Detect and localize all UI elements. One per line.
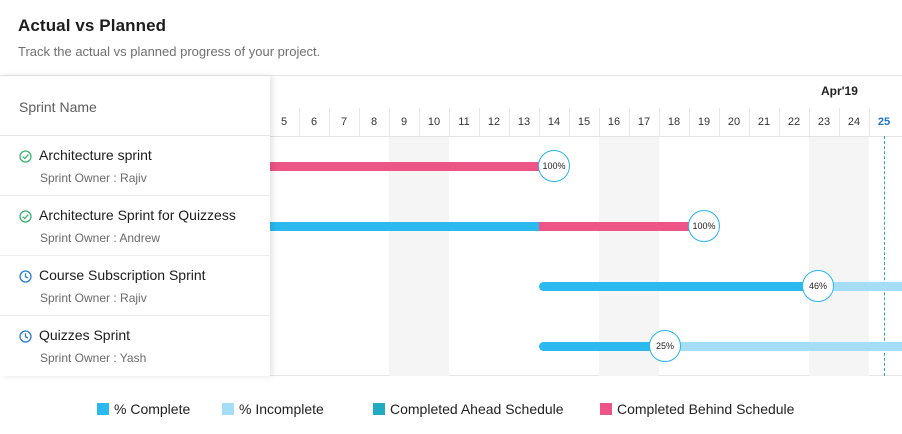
day-header-12[interactable]: 12 — [487, 116, 501, 128]
chart-legend: % Complete % Incomplete Completed Ahead Sc… — [0, 399, 902, 419]
day-header-8[interactable]: 8 — [370, 116, 378, 128]
progress-badge[interactable]: 25% — [649, 330, 681, 362]
sprint-name[interactable]: Architecture sprint — [39, 147, 152, 163]
sprint-row[interactable]: Course Subscription Sprint Sprint Owner :… — [0, 256, 270, 316]
sprint-owner: Sprint Owner : Yash — [40, 351, 147, 365]
day-separator — [689, 108, 690, 136]
legend-item: % Incomplete — [222, 399, 324, 419]
legend-swatch — [600, 403, 612, 415]
sprint-bar-segment[interactable] — [539, 282, 818, 291]
day-separator — [749, 108, 750, 136]
sprint-bar-segment[interactable] — [539, 222, 689, 231]
timeline-header-divider — [270, 136, 902, 137]
day-header-16[interactable]: 16 — [607, 116, 621, 128]
day-header-15[interactable]: 15 — [577, 116, 591, 128]
day-header-24[interactable]: 24 — [847, 116, 861, 128]
day-separator — [539, 108, 540, 136]
sprint-bar-segment[interactable] — [270, 222, 539, 231]
legend-label: % Complete — [114, 401, 191, 417]
day-separator — [779, 108, 780, 136]
gantt-board: Apr'19 5 6 7 8 9 10 11 12 13 14 15 16 17 18 19 20 21 22 23… — [0, 75, 902, 376]
sprint-name[interactable]: Architecture Sprint for Quizzess — [39, 207, 236, 223]
sprint-owner: Sprint Owner : Rajiv — [40, 171, 147, 185]
day-separator — [299, 108, 300, 136]
legend-label: Completed Behind Schedule — [617, 401, 795, 417]
day-header-25[interactable]: 25 — [877, 116, 891, 128]
day-header-18[interactable]: 18 — [667, 116, 681, 128]
sprint-bar-segment[interactable] — [270, 162, 539, 171]
day-separator — [509, 108, 510, 136]
day-separator — [599, 108, 600, 136]
day-header-10[interactable]: 10 — [427, 116, 441, 128]
legend-item: % Complete — [97, 399, 190, 419]
page-header: Actual vs Planned Track the actual vs pl… — [18, 16, 320, 59]
today-marker-line — [884, 136, 885, 376]
sprint-name[interactable]: Quizzes Sprint — [39, 327, 131, 343]
day-separator — [629, 108, 630, 136]
clock-icon — [19, 330, 32, 343]
day-header-6[interactable]: 6 — [310, 116, 318, 128]
day-header-5[interactable]: 5 — [280, 116, 288, 128]
day-header-13[interactable]: 13 — [517, 116, 531, 128]
day-header-17[interactable]: 17 — [637, 116, 651, 128]
month-label: Apr'19 — [821, 84, 858, 98]
day-header-14[interactable]: 14 — [547, 116, 561, 128]
sprint-row[interactable]: Architecture Sprint for Quizzess Sprint O… — [0, 196, 270, 256]
day-separator — [659, 108, 660, 136]
sprint-name[interactable]: Course Subscription Sprint — [39, 267, 206, 283]
day-header-22[interactable]: 22 — [787, 116, 801, 128]
weekend-shade — [809, 136, 869, 376]
progress-badge[interactable]: 100% — [688, 210, 720, 242]
day-header-20[interactable]: 20 — [727, 116, 741, 128]
progress-badge[interactable]: 100% — [538, 150, 570, 182]
sprint-bar-segment[interactable] — [818, 282, 902, 291]
check-circle-icon — [19, 150, 32, 163]
day-separator — [569, 108, 570, 136]
legend-item: Completed Ahead Schedule — [373, 399, 564, 419]
legend-label: Completed Ahead Schedule — [390, 401, 564, 417]
day-separator — [329, 108, 330, 136]
day-separator — [389, 108, 390, 136]
day-separator — [869, 108, 870, 136]
day-separator — [419, 108, 420, 136]
day-header-9[interactable]: 9 — [400, 116, 408, 128]
legend-label: % Incomplete — [239, 401, 324, 417]
day-separator — [359, 108, 360, 136]
sprint-owner: Sprint Owner : Andrew — [40, 231, 161, 245]
page-subtitle: Track the actual vs planned progress of … — [18, 44, 321, 59]
day-header-21[interactable]: 21 — [757, 116, 771, 128]
weekend-shade — [389, 136, 449, 376]
day-header-11[interactable]: 11 — [458, 116, 470, 128]
sprint-bar-segment[interactable] — [539, 342, 665, 351]
day-separator — [839, 108, 840, 136]
day-separator — [479, 108, 480, 136]
day-header-23[interactable]: 23 — [817, 116, 831, 128]
sprint-list-panel: Sprint Name Architecture sprint Sprint Ow… — [0, 76, 270, 376]
weekend-shade — [599, 136, 659, 376]
sprint-owner: Sprint Owner : Rajiv — [40, 291, 147, 305]
day-separator — [449, 108, 450, 136]
sprint-row[interactable]: Quizzes Sprint Sprint Owner : Yash — [0, 316, 270, 376]
day-separator — [719, 108, 720, 136]
day-separator — [809, 108, 810, 136]
sprint-name-column-header: Sprint Name — [0, 76, 270, 136]
day-header-7[interactable]: 7 — [340, 116, 348, 128]
legend-swatch — [222, 403, 234, 415]
legend-item: Completed Behind Schedule — [600, 399, 794, 419]
legend-swatch — [97, 403, 109, 415]
page-title: Actual vs Planned — [18, 16, 167, 35]
day-header-19[interactable]: 19 — [697, 116, 711, 128]
timeline-grid[interactable]: Apr'19 5 6 7 8 9 10 11 12 13 14 15 16 17 18 19 20 21 22 23… — [270, 76, 902, 376]
sprint-bar-segment[interactable] — [665, 342, 902, 351]
progress-badge[interactable]: 46% — [802, 270, 834, 302]
legend-swatch — [373, 403, 385, 415]
sprint-row[interactable]: Architecture sprint Sprint Owner : Rajiv — [0, 136, 270, 196]
clock-icon — [19, 270, 32, 283]
check-circle-icon — [19, 210, 32, 223]
